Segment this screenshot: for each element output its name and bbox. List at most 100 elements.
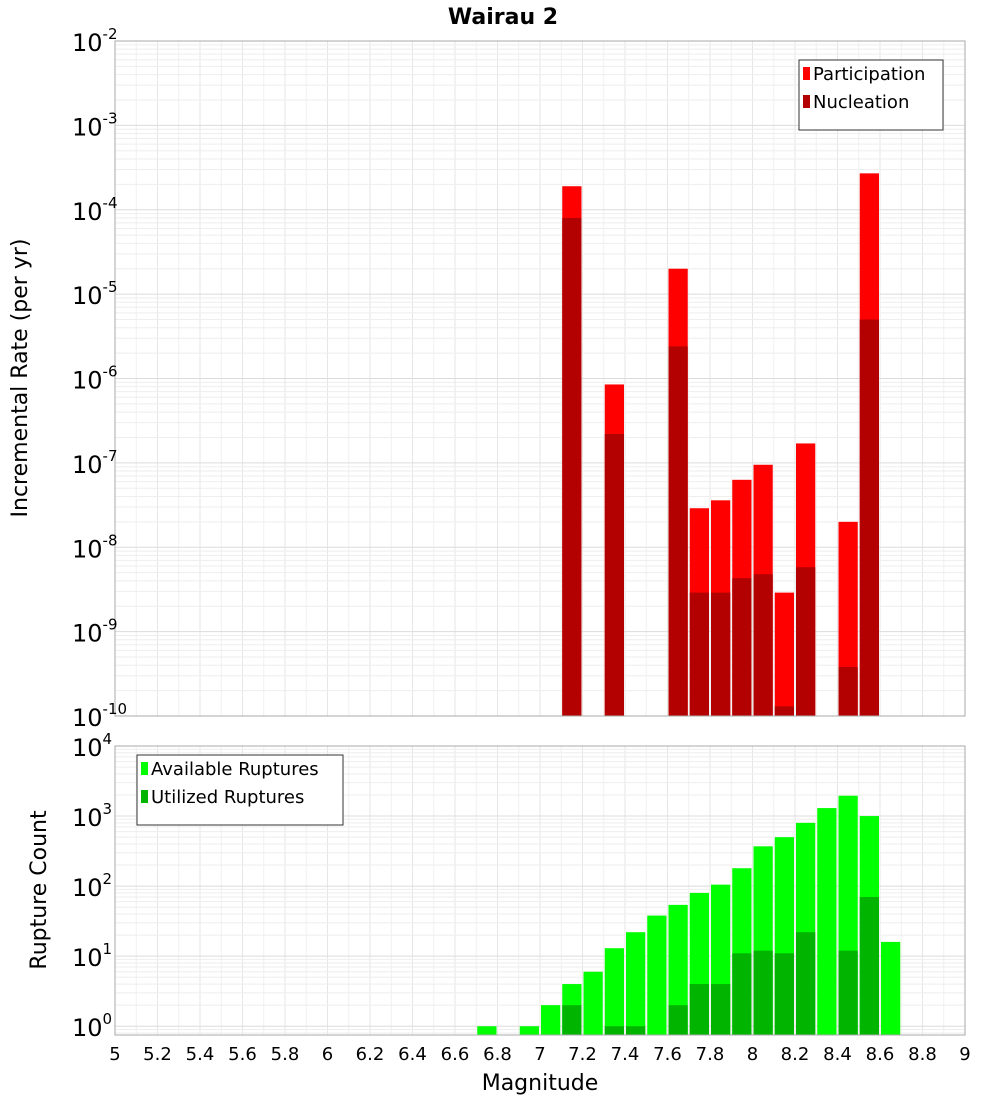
y-tick-exponent: 2 [103, 870, 113, 888]
y-tick-base: 10 [72, 1014, 103, 1042]
y-tick-base: 10 [72, 113, 103, 141]
bar-nucleation [689, 592, 709, 716]
y-tick-label: 10-6 [72, 363, 118, 395]
y-tick-label: 10-4 [72, 194, 118, 226]
x-tick-label: 8.6 [866, 1044, 895, 1065]
legend-label-participation: Participation [813, 64, 925, 85]
bar-participation [774, 592, 794, 716]
y-tick-label: 100 [72, 1010, 112, 1042]
y-tick-label: 10-5 [72, 278, 118, 310]
y-axis-label-count: Rupture Count [27, 810, 52, 970]
y-tick-base: 10 [72, 198, 103, 226]
rate-panel: 10-1010-910-810-710-610-510-410-310-2Par… [72, 25, 966, 732]
bar-utilized-ruptures [796, 932, 816, 1035]
y-tick-exponent: -6 [103, 363, 118, 381]
bar-utilized-ruptures [562, 1005, 582, 1035]
x-tick-label: 8.2 [781, 1044, 810, 1065]
legend-swatch-available-ruptures [141, 762, 148, 775]
bar-nucleation [732, 578, 752, 716]
y-tick-label: 10-10 [72, 700, 127, 732]
y-tick-label: 10-9 [72, 616, 118, 648]
y-tick-exponent: -10 [103, 700, 128, 718]
bar-available-ruptures [647, 915, 667, 1035]
bar-available-ruptures [881, 941, 901, 1035]
x-tick-label: 8 [747, 1044, 758, 1065]
x-tick-label: 7.6 [653, 1044, 682, 1065]
x-tick-label: 5.4 [186, 1044, 215, 1065]
x-tick-label: 6.6 [441, 1044, 470, 1065]
bar-available-ruptures [668, 904, 688, 1035]
x-tick-label: 9 [959, 1044, 970, 1065]
x-tick-label: 7.2 [568, 1044, 597, 1065]
bar-available-ruptures [519, 1026, 539, 1035]
y-tick-base: 10 [72, 804, 103, 832]
y-tick-base: 10 [72, 535, 103, 563]
bar-available-ruptures [604, 948, 624, 1035]
bar-nucleation [668, 346, 688, 716]
series-utilized-ruptures [562, 896, 879, 1035]
legend: Available Ruptures Utilized Ruptures [136, 754, 344, 826]
x-tick-label: 5.8 [271, 1044, 300, 1065]
bar-nucleation [562, 217, 582, 716]
x-axis-label: Magnitude [482, 1071, 599, 1096]
bar-nucleation [796, 567, 816, 716]
series-nucleation [562, 217, 879, 716]
legend-label-available-ruptures: Available Ruptures [151, 759, 319, 780]
bar-available-ruptures [541, 1005, 561, 1035]
y-tick-base: 10 [72, 367, 103, 395]
bar-utilized-ruptures [626, 1026, 646, 1035]
bar-nucleation [711, 592, 731, 716]
y-tick-exponent: -9 [103, 616, 118, 634]
y-tick-label: 10-7 [72, 447, 118, 479]
y-tick-label: 10-2 [72, 25, 118, 57]
bar-utilized-ruptures [604, 1026, 624, 1035]
y-tick-base: 10 [72, 29, 103, 57]
chart-title: Wairau 2 [448, 5, 558, 30]
x-tick-label: 8.4 [823, 1044, 852, 1065]
y-tick-exponent: -4 [103, 194, 118, 212]
y-tick-exponent: 3 [103, 800, 113, 818]
x-tick-label: 6 [322, 1044, 333, 1065]
bar-utilized-ruptures [689, 984, 709, 1035]
y-tick-exponent: 1 [103, 940, 113, 958]
legend: Participation Nucleation [798, 59, 944, 131]
y-tick-label: 10-8 [72, 531, 118, 563]
x-axis-ticks: 5 5.2 5.4 5.6 5.8 6 6.2 6.4 6.6 6.8 7 7.2 7.4 7.6 7.8 8… [109, 1044, 970, 1065]
legend-box [798, 59, 944, 131]
x-tick-label: 7 [534, 1044, 545, 1065]
y-tick-base: 10 [72, 944, 103, 972]
bar-nucleation [604, 433, 624, 716]
y-tick-base: 10 [72, 451, 103, 479]
y-tick-exponent: -8 [103, 531, 118, 549]
y-tick-exponent: 4 [103, 730, 113, 748]
x-tick-label: 5 [109, 1044, 120, 1065]
x-tick-label: 8.8 [908, 1044, 937, 1065]
grid-lines [114, 40, 966, 717]
y-tick-base: 10 [72, 704, 103, 732]
y-tick-label: 102 [72, 870, 112, 902]
x-tick-label: 6.2 [356, 1044, 385, 1065]
y-tick-exponent: -7 [103, 447, 118, 465]
x-tick-label: 7.4 [611, 1044, 640, 1065]
plot-frame [114, 40, 966, 717]
bar-available-ruptures [477, 1026, 497, 1035]
y-tick-label: 104 [72, 730, 112, 762]
bar-utilized-ruptures [774, 953, 794, 1035]
y-tick-base: 10 [72, 734, 103, 762]
y-tick-base: 10 [72, 874, 103, 902]
bar-available-ruptures [583, 971, 603, 1035]
x-tick-label: 5.6 [228, 1044, 257, 1065]
plot-frame [114, 745, 966, 1036]
y-tick-exponent: 0 [103, 1010, 113, 1028]
y-tick-exponent: -2 [103, 25, 118, 43]
bar-available-ruptures [817, 808, 837, 1035]
bar-nucleation [859, 319, 879, 716]
legend-box [136, 754, 344, 826]
bar-utilized-ruptures [753, 950, 773, 1035]
bar-available-ruptures [626, 932, 646, 1035]
y-axis-label-rate: Incremental Rate (per yr) [8, 239, 33, 518]
